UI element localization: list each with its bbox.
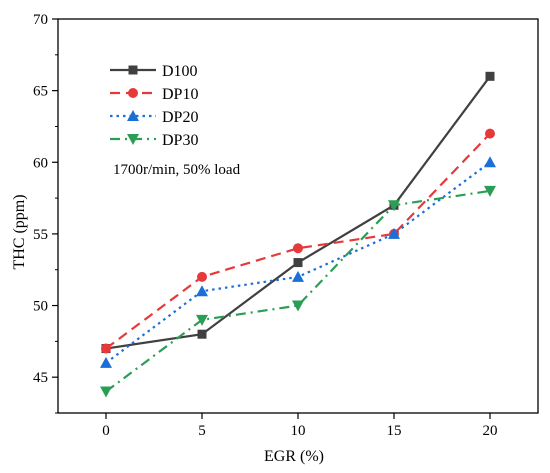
data-point-dp30 (292, 300, 304, 312)
legend-label-dp10: DP10 (162, 86, 198, 103)
data-point-dp20 (196, 285, 208, 297)
data-point-dp10 (485, 128, 495, 139)
y-tick-label: 55 (33, 227, 48, 243)
data-point-d100 (485, 71, 495, 81)
data-point-dp20 (292, 270, 304, 282)
legend-marker-dp20 (127, 110, 139, 121)
data-point-dp30 (100, 386, 112, 398)
data-point-dp20 (100, 356, 112, 368)
x-tick-label: 0 (102, 423, 110, 439)
plot-frame (57, 18, 539, 414)
x-tick-label: 20 (483, 423, 498, 439)
chart-annotation: 1700r/min, 50% load (113, 162, 241, 178)
data-point-dp10 (293, 243, 303, 254)
series-line-dp30 (105, 189, 491, 393)
data-point-d100 (293, 258, 303, 268)
data-point-d100 (197, 329, 207, 339)
legend-label-d100: D100 (162, 63, 198, 80)
legend-marker-dp30 (127, 134, 139, 145)
data-point-dp20 (388, 227, 400, 239)
y-tick-label: 50 (33, 299, 48, 315)
data-point-dp30 (388, 200, 400, 212)
x-axis-title: EGR (%) (264, 448, 324, 465)
data-point-dp20 (484, 156, 496, 168)
y-tick-label: 65 (33, 84, 48, 100)
data-point-dp30 (196, 314, 208, 326)
legend-marker-d100 (128, 65, 138, 75)
data-point-dp10 (197, 271, 207, 282)
legend-label-dp20: DP20 (162, 109, 198, 126)
legend-marker-dp10 (128, 88, 138, 98)
y-axis-title: THC (ppm) (11, 194, 28, 269)
legend-label-dp30: DP30 (162, 132, 198, 149)
y-tick-label: 45 (33, 370, 48, 386)
x-tick-label: 10 (291, 423, 306, 439)
x-tick-label: 15 (387, 423, 402, 439)
y-tick-label: 60 (33, 155, 48, 171)
data-point-dp10 (101, 343, 111, 354)
data-point-dp30 (484, 185, 496, 197)
y-tick-label: 70 (33, 12, 48, 28)
x-tick-label: 5 (198, 423, 206, 439)
